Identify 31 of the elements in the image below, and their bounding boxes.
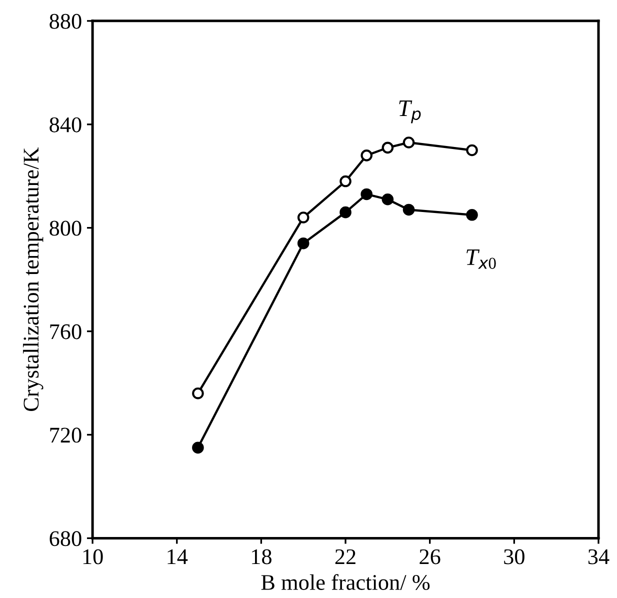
point [382, 193, 394, 206]
point [297, 237, 310, 250]
x-tick-label: 30 [504, 549, 524, 564]
series-label: T$_{x0}$ [466, 249, 496, 269]
point [360, 188, 373, 200]
x-axis-title: B mole fraction/ % [261, 574, 430, 590]
x-tick-label: 18 [252, 549, 272, 564]
series-label: T$_{p}$ [399, 100, 421, 124]
y-tick-label: 800 [50, 220, 82, 236]
point [466, 209, 478, 221]
point [297, 212, 310, 224]
x-tick-label: 34 [588, 549, 610, 564]
y-axis-title: Crystallization temperature/K [23, 147, 44, 412]
point [360, 150, 373, 162]
y-tick-label: 880 [50, 14, 82, 29]
x-tick-label: 14 [168, 549, 188, 564]
point [402, 204, 415, 216]
y-tick-label: 840 [50, 117, 82, 132]
x-tick-label: 26 [420, 549, 440, 564]
point [340, 206, 352, 218]
point [402, 136, 415, 148]
point [382, 142, 394, 154]
y-tick-label: 680 [50, 531, 82, 546]
y-tick-label: 760 [50, 324, 82, 340]
x-tick-label: 10 [83, 549, 103, 564]
point [340, 175, 352, 188]
point [466, 144, 478, 156]
y-tick-label: 720 [50, 428, 82, 443]
point [192, 387, 204, 400]
point [192, 442, 204, 454]
x-tick-label: 22 [335, 549, 356, 564]
